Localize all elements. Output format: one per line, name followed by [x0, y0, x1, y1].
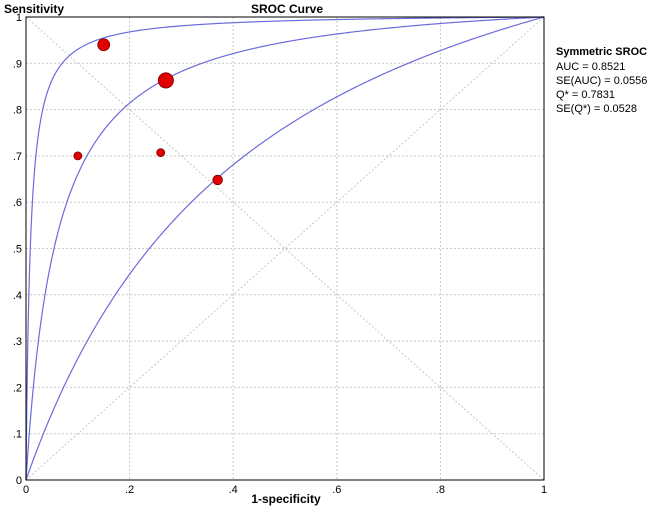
- study-point-0: [73, 151, 83, 161]
- y-tick-label-4: .4: [13, 290, 22, 302]
- sroc-curves: [25, 16, 545, 481]
- y-tick-label-9: .9: [13, 58, 22, 70]
- legend: Symmetric SROC AUC = 0.8521 SE(AUC) = 0.…: [556, 46, 647, 115]
- x-tick-labels: 0 .2 .4 .6 .8 1: [23, 484, 547, 496]
- legend-title: Symmetric SROC: [556, 46, 647, 58]
- x-tick-label-1: .2: [125, 484, 134, 496]
- x-tick-label-0: 0: [23, 484, 29, 496]
- study-point-1: [97, 38, 111, 52]
- y-tick-label-1: .1: [13, 429, 22, 441]
- y-tick-label-2: .2: [13, 382, 22, 394]
- sroc-curve-2: [25, 16, 545, 481]
- sroc-curve-0: [25, 16, 545, 480]
- y-tick-labels: 0 .1 .2 .3 .4 .5 .6 .7 .8 .9 1: [13, 12, 22, 487]
- chart-title: SROC Curve: [251, 2, 323, 16]
- y-axis-label: Sensitivity: [4, 2, 64, 16]
- legend-q-star: Q* = 0.7831: [556, 89, 615, 101]
- y-tick-label-10: 1: [16, 12, 22, 24]
- x-axis-label: 1-specificity: [251, 492, 321, 506]
- x-tick-label-3: .6: [332, 484, 341, 496]
- x-tick-label-2: .4: [229, 484, 238, 496]
- x-tick-label-4: .8: [436, 484, 445, 496]
- study-point-2: [156, 148, 166, 158]
- study-points: [73, 38, 223, 186]
- legend-se-auc: SE(AUC) = 0.0556: [556, 75, 647, 87]
- y-tick-label-0: 0: [16, 475, 22, 487]
- study-point-4: [212, 174, 223, 186]
- y-tick-label-8: .8: [13, 105, 22, 117]
- y-tick-label-5: .5: [13, 244, 22, 256]
- legend-se-q-star: SE(Q*) = 0.0528: [556, 103, 637, 115]
- plot-frame: [25, 16, 545, 481]
- y-tick-label-7: .7: [13, 151, 22, 163]
- x-tick-label-5: 1: [541, 484, 547, 496]
- y-tick-label-6: .6: [13, 197, 22, 209]
- study-point-3: [157, 72, 174, 89]
- legend-auc: AUC = 0.8521: [556, 61, 625, 73]
- grid: [26, 17, 544, 480]
- sroc-curve-1: [25, 16, 545, 480]
- y-tick-label-3: .3: [13, 336, 22, 348]
